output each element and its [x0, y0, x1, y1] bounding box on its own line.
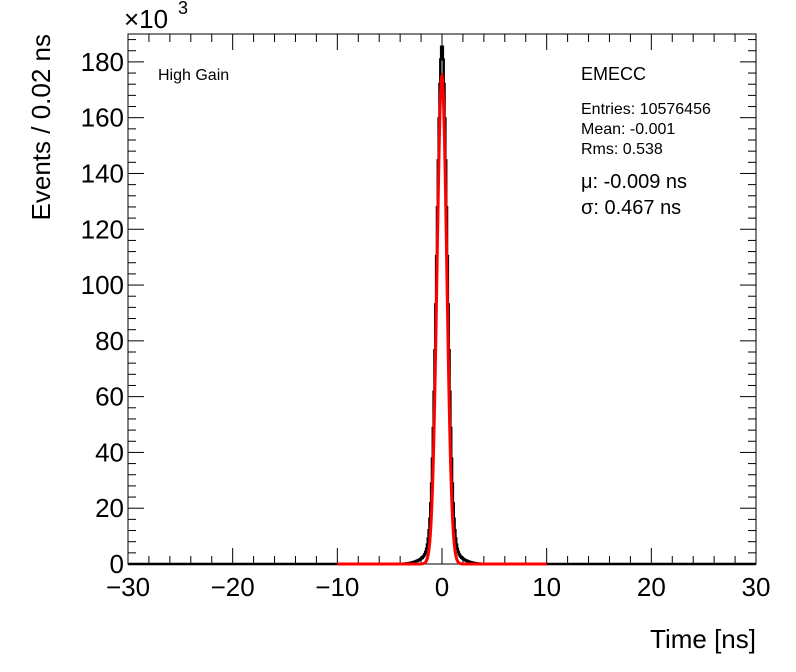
y-tick-label: 180 [81, 47, 124, 77]
y-tick-label: 160 [81, 103, 124, 133]
y-tick-label: 140 [81, 158, 124, 188]
y-tick-labels: 0 20 40 60 80 100 120 140 160 180 [81, 47, 124, 579]
y-tick-label: 40 [95, 437, 124, 467]
x-tick-label: −10 [315, 572, 359, 602]
axis-ticks [127, 34, 757, 565]
y-tick-label: 60 [95, 382, 124, 412]
stats-mean: Mean: -0.001 [581, 121, 675, 138]
fit-mu: μ: -0.009 ns [581, 171, 687, 193]
y-tick-label: 20 [95, 493, 124, 523]
x-axis-label: Time [ns] [650, 624, 756, 654]
x-tick-label: 20 [637, 572, 666, 602]
chart-curves [128, 45, 756, 566]
gain-label: High Gain [158, 67, 229, 84]
x-tick-label: −20 [211, 572, 255, 602]
y-axis-label: Events / 0.02 ns [26, 34, 56, 220]
fit-sigma: σ: 0.467 ns [581, 197, 681, 219]
y-scale-exponent: 3 [178, 0, 188, 18]
x-tick-label: 0 [435, 572, 449, 602]
stats-title: EMECC [581, 64, 646, 84]
y-tick-label: 80 [95, 326, 124, 356]
x-tick-label: −30 [106, 572, 150, 602]
histogram-series [128, 45, 756, 566]
y-tick-label: 120 [81, 214, 124, 244]
y-scale-factor: ×10 [124, 4, 168, 34]
y-tick-label: 100 [81, 270, 124, 300]
x-tick-labels: −30 −20 −10 0 10 20 30 [106, 572, 771, 602]
gaussian-fit-series [337, 71, 547, 566]
y-tick-label: 0 [110, 549, 124, 579]
x-tick-label: 30 [742, 572, 771, 602]
x-tick-label: 10 [532, 572, 561, 602]
stats-entries: Entries: 10576456 [581, 101, 711, 118]
stats-rms: Rms: 0.538 [581, 141, 663, 158]
